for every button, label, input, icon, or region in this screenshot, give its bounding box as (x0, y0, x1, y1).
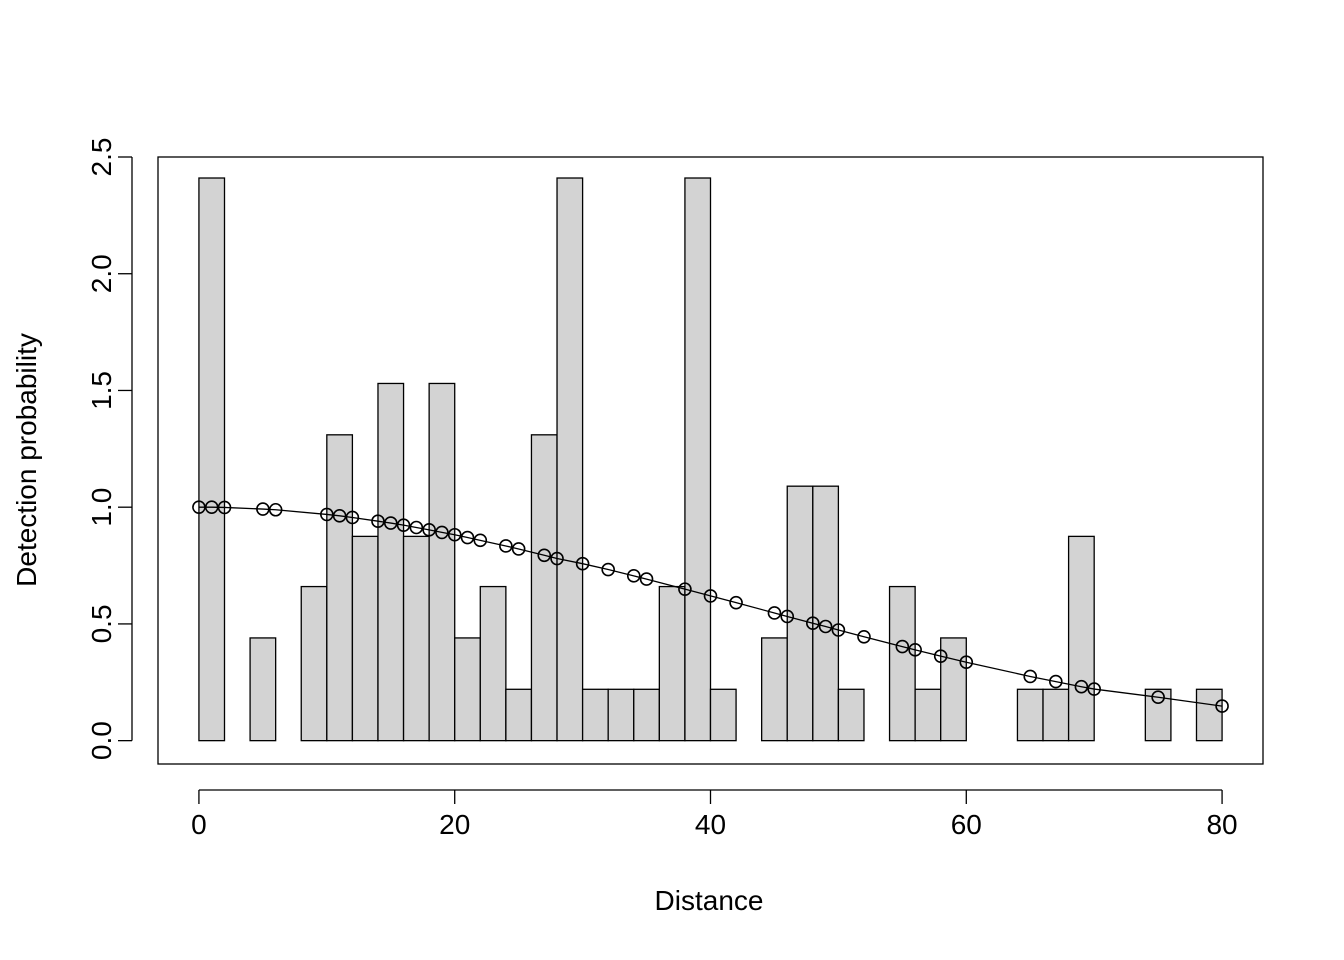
histogram-bar (1195, 688, 1223, 742)
detection-curve (192, 500, 1229, 713)
curve-point (1151, 690, 1165, 705)
histogram-bar (658, 585, 686, 742)
curve-point (1023, 669, 1038, 684)
x-tick-label: 20 (439, 809, 470, 840)
curve-point (857, 629, 871, 644)
curve-point (767, 606, 782, 620)
histogram-bar (428, 382, 456, 742)
histogram-bar (888, 585, 916, 742)
histogram-bar (837, 688, 865, 742)
curve-point (1215, 699, 1229, 713)
histogram-bar (198, 177, 226, 742)
curve-point (499, 539, 513, 553)
y-tick-label: 0.5 (86, 604, 117, 643)
histogram-bar (249, 637, 277, 742)
histogram-bar (940, 637, 967, 742)
curve-point (320, 507, 334, 522)
curve-point (256, 502, 270, 516)
curve-point (908, 643, 922, 657)
curve-point (806, 616, 820, 631)
curve-point (332, 509, 347, 523)
curve-point (409, 520, 424, 535)
curve-point (933, 649, 948, 663)
y-tick-label: 1.5 (86, 371, 117, 410)
y-axis: 0.0 0.5 1.0 1.5 2.0 2.5 (86, 138, 133, 760)
curve-point (639, 572, 654, 586)
curve-point (575, 556, 590, 571)
y-tick-label: 0.0 (86, 721, 117, 760)
histogram-bar (684, 177, 712, 742)
curve-point (895, 639, 910, 654)
curve-point (435, 525, 449, 540)
histogram-bar (300, 585, 328, 742)
x-tick-label: 60 (951, 809, 982, 840)
curve-point (537, 548, 552, 563)
histogram-bar (326, 434, 354, 742)
curve-point (422, 523, 436, 537)
curve-point (511, 542, 526, 556)
curve-point (217, 500, 232, 515)
x-axis: 0 20 40 60 80 (191, 789, 1238, 840)
curve-point (601, 562, 615, 577)
histogram-bar (1016, 688, 1044, 742)
histogram-bar (454, 637, 481, 742)
x-axis-label: Distance (655, 885, 764, 916)
histogram-bar (761, 637, 788, 742)
histogram-bar (479, 585, 507, 742)
histogram-bar (351, 535, 379, 742)
curve-point (550, 551, 564, 566)
y-tick-label: 2.0 (86, 254, 117, 293)
x-tick-label: 40 (695, 809, 726, 840)
plot-frame (157, 156, 1264, 765)
curve-point (345, 510, 360, 525)
curve-point (818, 619, 833, 634)
histogram-bar (914, 688, 942, 742)
curve-point (473, 533, 488, 548)
histogram-bar (633, 688, 660, 742)
histogram-bar (377, 382, 405, 742)
y-axis-label: Detection probability (11, 333, 42, 587)
histogram-bar (812, 485, 840, 742)
histogram-bar (786, 485, 814, 742)
curve-point (1049, 674, 1063, 689)
histogram-bars (198, 177, 1223, 742)
curve-point (1087, 682, 1101, 696)
curve-point (460, 530, 475, 545)
histogram-bar (556, 177, 584, 742)
curve-point (703, 589, 718, 603)
histogram-bar (1042, 688, 1070, 742)
x-tick-label: 0 (191, 809, 207, 840)
histogram-bar (530, 434, 558, 742)
curve-point (1074, 679, 1089, 694)
histogram-bar (402, 535, 430, 742)
curve-point (268, 502, 283, 517)
curve-point (678, 582, 692, 596)
histogram-bar (505, 688, 533, 742)
histogram-bar (709, 688, 737, 742)
curve-point (780, 609, 795, 624)
curve-point (831, 623, 846, 637)
detection-curve-line (198, 506, 1223, 707)
curve-point (959, 655, 974, 670)
y-tick-label: 1.0 (86, 488, 117, 527)
x-tick-label: 80 (1206, 809, 1237, 840)
histogram-bar (581, 688, 609, 742)
histogram-bar (1067, 535, 1095, 742)
curve-point (396, 518, 411, 532)
curve-point (626, 569, 641, 583)
histogram-bar (607, 688, 635, 742)
y-tick-label: 2.5 (86, 138, 117, 177)
curve-point (383, 516, 398, 530)
curve-point (371, 514, 385, 529)
curve-point (447, 527, 462, 542)
curve-point (729, 595, 743, 610)
